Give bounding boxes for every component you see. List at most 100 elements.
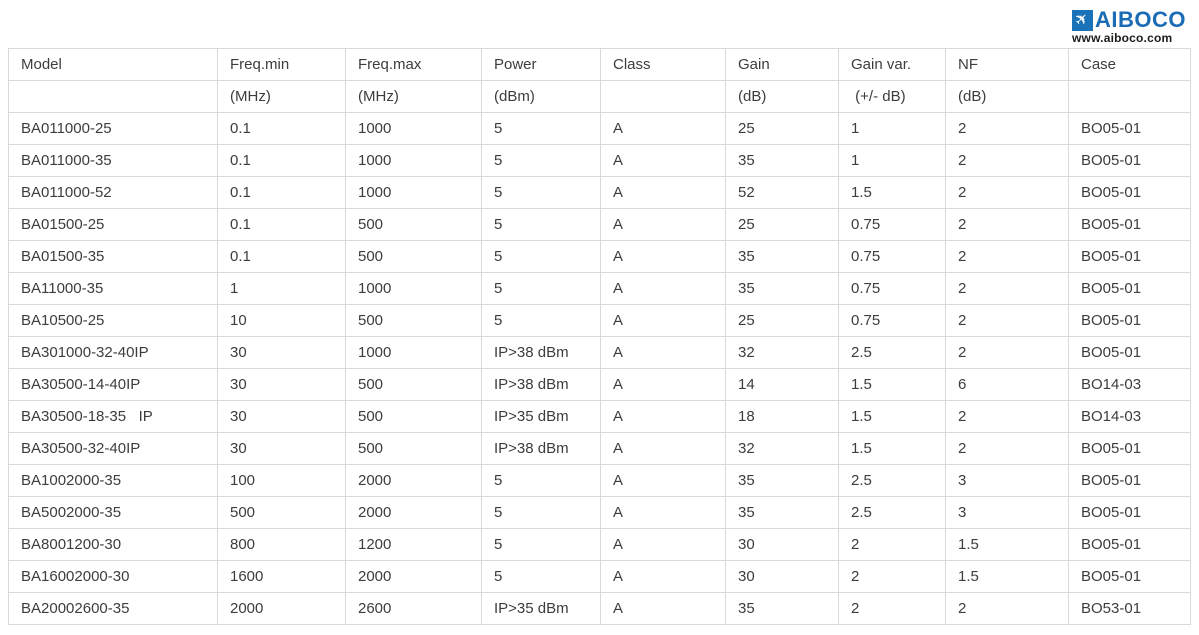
cell-freq-min: 0.1 [217,208,346,241]
cell-power: 5 [481,240,601,273]
cell-nf: 2 [945,400,1069,433]
cell-freq-min: 800 [217,528,346,561]
cell-class: A [600,432,726,465]
cell-power: IP>38 dBm [481,432,601,465]
brand-website: www.aiboco.com [1072,31,1173,45]
cell-model: BA8001200-30 [8,528,218,561]
cell-class: A [600,560,726,593]
cell-freq-max: 500 [345,240,482,273]
cell-nf: 1.5 [945,560,1069,593]
cell-freq-max: 500 [345,208,482,241]
cell-freq-max: 2000 [345,464,482,497]
cell-power: 5 [481,272,601,305]
cell-case: BO05-01 [1068,144,1191,177]
cell-freq-max: 500 [345,368,482,401]
cell-freq-max: 1000 [345,336,482,369]
cell-class: A [600,240,726,273]
cell-case: BO05-01 [1068,240,1191,273]
airplane-icon: ✈ [1071,8,1093,31]
cell-freq-min: 0.1 [217,144,346,177]
cell-gain-var: 0.75 [838,304,946,337]
cell-freq-min: 1 [217,272,346,305]
table-row: BA01500-25 0.1 500 5 A 25 0.75 2 BO05-01 [8,208,1191,241]
cell-power: 5 [481,496,601,529]
cell-gain: 35 [725,464,839,497]
cell-freq-max: 500 [345,432,482,465]
cell-gain: 25 [725,208,839,241]
table-row: BA10500-25 10 500 5 A 25 0.75 2 BO05-01 [8,304,1191,337]
cell-gain-var: 0.75 [838,240,946,273]
column-unit-power: (dBm) [481,80,601,113]
cell-freq-min: 100 [217,464,346,497]
cell-model: BA01500-35 [8,240,218,273]
cell-gain: 35 [725,240,839,273]
cell-freq-min: 30 [217,336,346,369]
cell-model: BA01500-25 [8,208,218,241]
cell-freq-max: 1000 [345,272,482,305]
cell-nf: 2 [945,112,1069,145]
cell-freq-min: 1600 [217,560,346,593]
cell-model: BA20002600-35 [8,592,218,625]
cell-nf: 3 [945,496,1069,529]
cell-gain: 35 [725,592,839,625]
table-row: BA1002000-35 100 2000 5 A 35 2.5 3 BO05-01 [8,464,1191,497]
cell-gain-var: 2.5 [838,336,946,369]
cell-power: 5 [481,144,601,177]
column-unit-class [600,80,726,113]
cell-model: BA5002000-35 [8,496,218,529]
cell-class: A [600,272,726,305]
cell-class: A [600,208,726,241]
cell-power: 5 [481,112,601,145]
cell-case: BO14-03 [1068,368,1191,401]
cell-class: A [600,592,726,625]
cell-nf: 2 [945,240,1069,273]
cell-nf: 2 [945,144,1069,177]
cell-power: IP>35 dBm [481,592,601,625]
cell-case: BO05-01 [1068,432,1191,465]
cell-model: BA011000-25 [8,112,218,145]
table-row: BA01500-35 0.1 500 5 A 35 0.75 2 BO05-01 [8,240,1191,273]
cell-gain-var: 0.75 [838,272,946,305]
column-header-class: Class [600,48,726,81]
column-header-freq-min: Freq.min [217,48,346,81]
brand-logo: ✈ AIBOCO www.aiboco.com [1071,8,1186,45]
column-unit-nf: (dB) [945,80,1069,113]
cell-nf: 6 [945,368,1069,401]
cell-freq-min: 10 [217,304,346,337]
cell-gain-var: 2.5 [838,464,946,497]
cell-nf: 2 [945,336,1069,369]
cell-case: BO53-01 [1068,592,1191,625]
cell-model: BA16002000-30 [8,560,218,593]
column-unit-gain-var: (+/- dB) [838,80,946,113]
cell-case: BO05-01 [1068,112,1191,145]
cell-freq-min: 0.1 [217,112,346,145]
column-header-model: Model [8,48,218,81]
cell-gain: 32 [725,432,839,465]
cell-gain: 35 [725,496,839,529]
header-unit-row: (MHz) (MHz) (dBm) (dB) (+/- dB) (dB) [8,80,1191,113]
cell-gain-var: 0.75 [838,208,946,241]
cell-class: A [600,176,726,209]
cell-case: BO05-01 [1068,176,1191,209]
cell-gain: 30 [725,560,839,593]
column-header-power: Power [481,48,601,81]
column-header-gain-var: Gain var. [838,48,946,81]
cell-power: IP>38 dBm [481,336,601,369]
cell-nf: 2 [945,176,1069,209]
cell-case: BO14-03 [1068,400,1191,433]
cell-power: 5 [481,208,601,241]
column-unit-gain: (dB) [725,80,839,113]
cell-case: BO05-01 [1068,560,1191,593]
cell-class: A [600,400,726,433]
cell-model: BA10500-25 [8,304,218,337]
cell-class: A [600,464,726,497]
cell-class: A [600,112,726,145]
cell-freq-min: 0.1 [217,176,346,209]
cell-gain-var: 1.5 [838,432,946,465]
cell-model: BA11000-35 [8,272,218,305]
cell-freq-max: 1000 [345,176,482,209]
table-row: BA30500-14-40IP 30 500 IP>38 dBm A 14 1.5 6 BO14… [8,368,1191,401]
table-row: BA5002000-35 500 2000 5 A 35 2.5 3 BO05-01 [8,496,1191,529]
cell-model: BA1002000-35 [8,464,218,497]
cell-power: 5 [481,560,601,593]
